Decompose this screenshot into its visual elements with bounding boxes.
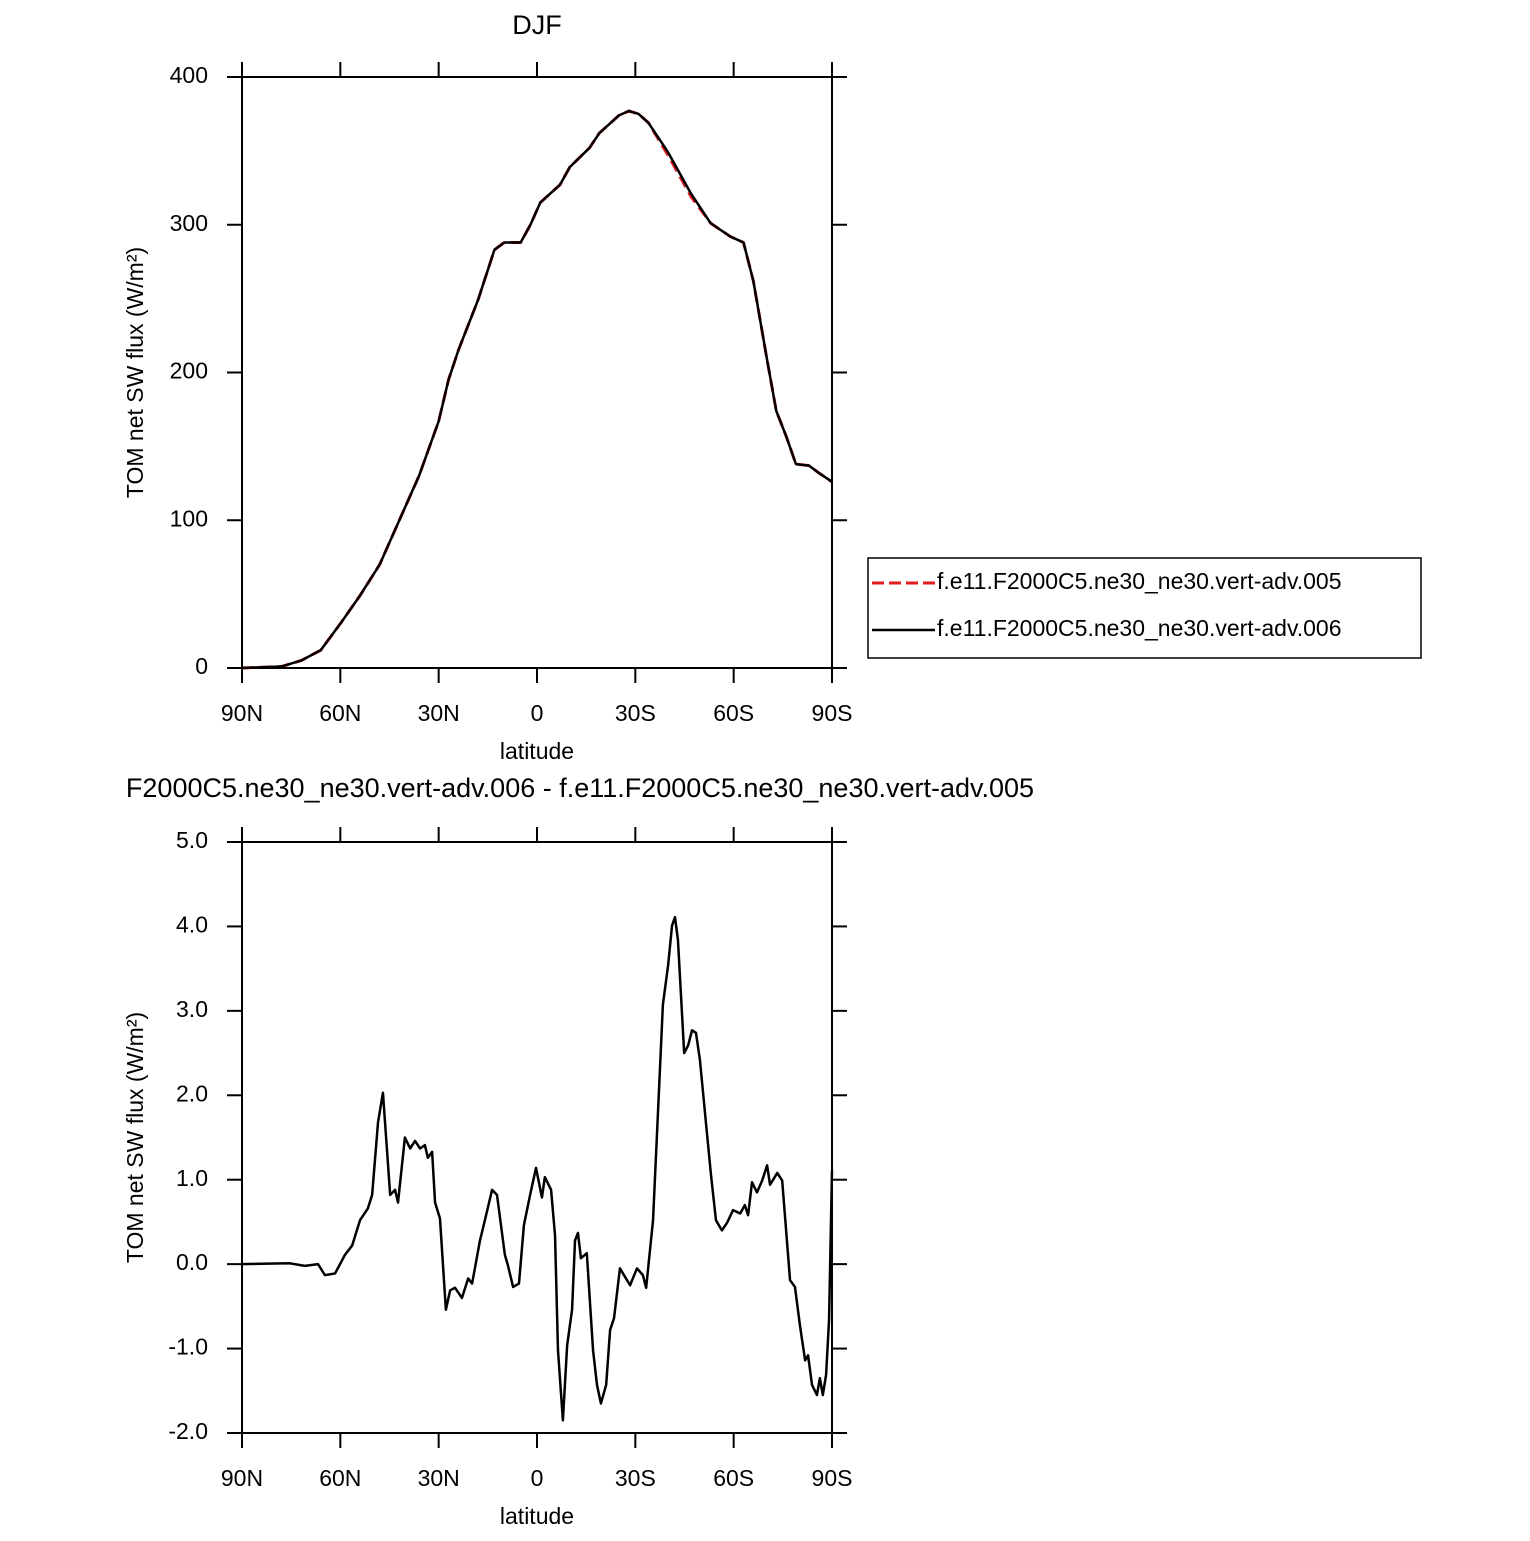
y-tick-label: 400 [170, 62, 208, 88]
x-tick-label: 30N [418, 700, 460, 726]
chart-title: F2000C5.ne30_ne30.vert-adv.006 - f.e11.F… [126, 773, 1034, 803]
legend-box [867, 557, 1422, 659]
y-tick-label: -1.0 [168, 1334, 208, 1360]
x-tick-label: 90N [221, 1465, 263, 1491]
chart-title: DJF [512, 10, 562, 40]
y-tick-label: 100 [170, 505, 208, 531]
legend-label: f.e11.F2000C5.ne30_ne30.vert-adv.005 [937, 568, 1342, 594]
x-tick-label: 30S [615, 700, 656, 726]
y-tick-label: 0.0 [176, 1249, 208, 1275]
x-tick-label: 90S [812, 700, 853, 726]
y-tick-label: -2.0 [168, 1418, 208, 1444]
data-line [241, 109, 833, 670]
y-axis-label: TOM net SW flux (W/m²) [122, 1012, 148, 1263]
data-line [241, 915, 834, 1422]
x-axis-label: latitude [500, 1503, 574, 1529]
y-tick-label: 1.0 [176, 1165, 208, 1191]
y-tick-label: 0 [195, 653, 208, 679]
y-tick-label: 5.0 [176, 827, 208, 853]
y-tick-label: 2.0 [176, 1080, 208, 1106]
legend-label: f.e11.F2000C5.ne30_ne30.vert-adv.006 [937, 615, 1342, 641]
x-tick-label: 60S [713, 700, 754, 726]
x-tick-label: 30S [615, 1465, 656, 1491]
x-tick-label: 90S [812, 1465, 853, 1491]
y-tick-label: 300 [170, 210, 208, 236]
x-tick-label: 60N [319, 1465, 361, 1491]
y-tick-label: 3.0 [176, 996, 208, 1022]
x-tick-label: 90N [221, 700, 263, 726]
y-axis-label: TOM net SW flux (W/m²) [122, 247, 148, 498]
y-tick-label: 200 [170, 358, 208, 384]
plot-frame [241, 76, 833, 669]
plot-frame [241, 841, 833, 1434]
x-tick-label: 60N [319, 700, 361, 726]
x-tick-label: 30N [418, 1465, 460, 1491]
y-tick-label: 4.0 [176, 912, 208, 938]
data-line [241, 109, 833, 670]
x-axis-label: latitude [500, 738, 574, 764]
x-tick-label: 60S [713, 1465, 754, 1491]
x-tick-label: 0 [531, 700, 544, 726]
x-tick-label: 0 [531, 1465, 544, 1491]
legend: f.e11.F2000C5.ne30_ne30.vert-adv.005 f.e1… [867, 557, 1422, 659]
